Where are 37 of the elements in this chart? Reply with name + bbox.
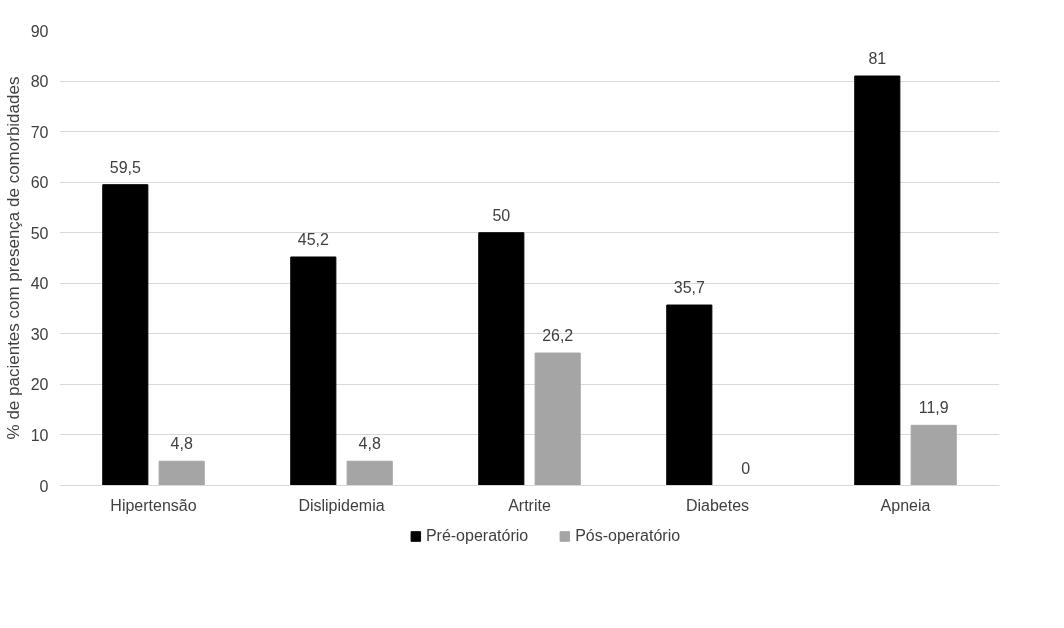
- bar: [102, 184, 149, 486]
- bar: [910, 424, 957, 486]
- legend-label: Pós-operatório: [575, 527, 681, 545]
- y-tick-label: 10: [30, 426, 49, 444]
- y-tick-label: 40: [30, 275, 49, 293]
- y-tick-label: 0: [39, 477, 49, 495]
- data-label: 26,2: [542, 327, 574, 345]
- bar: [478, 232, 525, 486]
- data-label: 11,9: [918, 399, 949, 417]
- data-label: 50: [492, 206, 511, 224]
- legend-label: Pré-operatório: [425, 527, 529, 545]
- y-tick-label: 60: [30, 174, 49, 192]
- x-tick-label: Artrite: [508, 496, 551, 514]
- bar: [854, 75, 901, 486]
- bar: [666, 304, 713, 486]
- y-tick-label: 80: [30, 73, 49, 91]
- bar: [158, 460, 205, 486]
- x-tick-label: Diabetes: [685, 496, 750, 514]
- x-tick-label: Apneia: [880, 496, 931, 514]
- y-tick-label: 90: [30, 22, 49, 40]
- data-label: 4,8: [170, 435, 193, 453]
- data-label: 59,5: [109, 158, 141, 176]
- bar: [290, 256, 337, 486]
- data-label: 0: [741, 459, 751, 477]
- data-label: 35,7: [673, 279, 705, 297]
- y-tick-label: 70: [30, 123, 49, 141]
- bar: [534, 352, 581, 486]
- data-label: 45,2: [297, 230, 329, 248]
- y-axis-title: % de pacientes com presença de comorbidades: [3, 76, 23, 440]
- data-label: 81: [868, 50, 887, 67]
- bar: [346, 460, 393, 486]
- x-tick-label: Dislipidemia: [298, 496, 385, 514]
- y-tick-label: 50: [30, 224, 49, 242]
- y-tick-label: 30: [30, 325, 49, 343]
- y-tick-label: 20: [30, 376, 49, 394]
- data-label: 4,8: [358, 435, 381, 453]
- x-tick-label: Hipertensão: [110, 496, 197, 514]
